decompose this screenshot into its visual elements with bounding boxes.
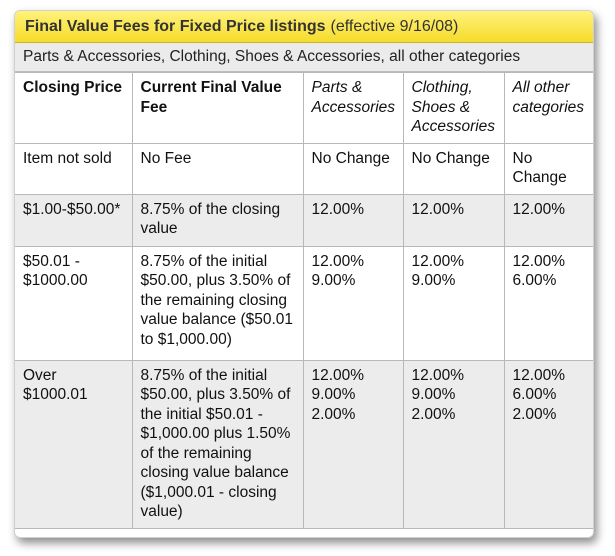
cell-other: 12.00% 6.00% (503, 245, 593, 361)
fee-value: 9.00% (411, 386, 456, 403)
fee-value: No Change (311, 149, 390, 167)
table-row: $50.01 - $1000.00 8.75% of the initial $… (15, 245, 593, 361)
categories-line: Parts & Accessories, Clothing, Shoes & A… (15, 43, 593, 72)
cell-price: Item not sold (15, 142, 133, 195)
fee-value: 12.00% (512, 200, 566, 218)
fee-value: 12.00% (411, 366, 465, 384)
cell-other: 12.00% (503, 193, 593, 247)
cell-current-fee: 8.75% of the initial $50.00, plus 3.50% … (131, 359, 304, 529)
cell-parts: 12.00% (302, 193, 404, 247)
fee-value: 9.00% (411, 272, 456, 289)
fee-table: Closing Price Current Final Value Fee Pa… (15, 72, 593, 529)
fee-value: 12.00% (311, 366, 365, 384)
fee-value: 12.00% (411, 252, 465, 270)
fee-value: 12.00% (411, 200, 465, 218)
cell-clothing: 12.00% (402, 193, 505, 247)
fee-value: 12.00% (311, 200, 365, 218)
panel-title-main: Final Value Fees for Fixed Price listing… (25, 17, 326, 35)
cell-current-fee: 8.75% of the closing value (131, 193, 304, 247)
fee-value: 2.00% (512, 405, 557, 423)
table-row: Item not sold No Fee No Change No Change… (15, 142, 593, 195)
cell-clothing: No Change (402, 142, 505, 195)
fee-value: No Change (512, 149, 567, 187)
table-row: Over $1000.01 8.75% of the initial $50.0… (15, 359, 593, 529)
table-header-row: Closing Price Current Final Value Fee Pa… (15, 72, 593, 144)
panel-title: Final Value Fees for Fixed Price listing… (15, 11, 593, 43)
fee-value: 2.00% (411, 405, 456, 423)
cell-current-fee: 8.75% of the initial $50.00, plus 3.50% … (131, 245, 304, 361)
cell-parts: 12.00% 9.00% 2.00% (302, 359, 404, 529)
fee-table-panel: Final Value Fees for Fixed Price listing… (14, 10, 594, 538)
fee-value: No Change (411, 149, 490, 167)
cell-other: 12.00% 6.00% 2.00% (503, 359, 593, 529)
fee-value: 12.00% (512, 252, 566, 270)
fee-value: 6.00% (512, 386, 557, 403)
header-current-fee: Current Final Value Fee (131, 72, 304, 144)
cell-price: $1.00-$50.00* (15, 193, 133, 247)
fee-value: 12.00% (512, 366, 566, 384)
cell-clothing: 12.00% 9.00% 2.00% (402, 359, 505, 529)
table-row: $1.00-$50.00* 8.75% of the closing value… (15, 193, 593, 247)
header-closing-price: Closing Price (15, 72, 133, 144)
cell-price: $50.01 - $1000.00 (15, 245, 133, 361)
panel-title-effective: (effective 9/16/08) (330, 17, 459, 35)
fee-value: 9.00% (311, 272, 356, 289)
cell-clothing: 12.00% 9.00% (402, 245, 505, 361)
cell-price: Over $1000.01 (15, 359, 133, 529)
header-parts-accessories: Parts & Accessories (302, 72, 404, 144)
fee-value: 9.00% (311, 386, 356, 403)
fee-value: 2.00% (311, 405, 356, 423)
cell-parts: No Change (302, 142, 404, 195)
cell-other: No Change (503, 142, 593, 195)
cell-current-fee: No Fee (131, 142, 304, 195)
header-other-categories: All other categories (503, 72, 593, 144)
fee-value: 6.00% (512, 272, 557, 289)
header-clothing-shoes: Clothing, Shoes & Accessories (402, 72, 505, 144)
fee-value: 12.00% (311, 252, 365, 270)
cell-parts: 12.00% 9.00% (302, 245, 404, 361)
